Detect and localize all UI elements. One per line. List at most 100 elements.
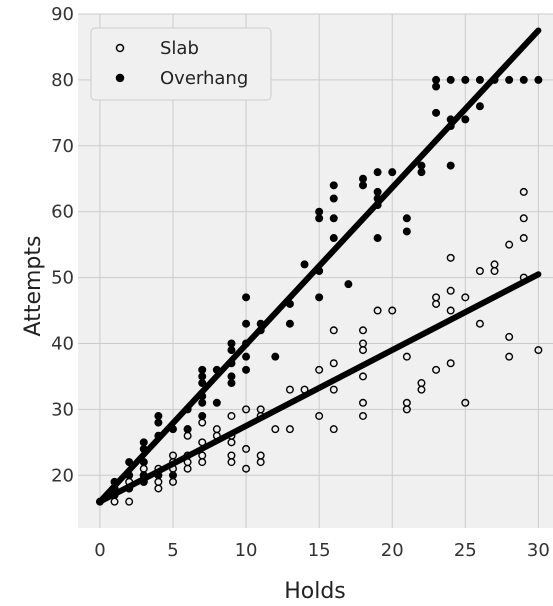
point-overhang (154, 431, 163, 440)
point-slab (359, 372, 368, 381)
point-overhang (110, 477, 119, 486)
legend-label-slab: Slab (160, 38, 199, 59)
y-tick-label: 40 (51, 333, 74, 354)
point-slab (359, 339, 368, 348)
point-overhang (227, 372, 236, 381)
point-overhang (461, 75, 470, 84)
point-overhang (242, 352, 251, 361)
point-overhang (402, 227, 411, 236)
point-slab (446, 306, 455, 315)
point-slab (125, 497, 134, 506)
point-slab (475, 267, 484, 276)
point-slab (446, 286, 455, 295)
point-slab (432, 293, 441, 302)
point-overhang (373, 234, 382, 243)
point-overhang (198, 365, 207, 374)
y-tick-label: 90 (51, 4, 74, 25)
point-overhang (505, 75, 514, 84)
point-slab (446, 253, 455, 262)
point-overhang (110, 484, 119, 493)
y-axis-title: Attempts (21, 236, 46, 337)
point-overhang (139, 458, 148, 467)
point-overhang (417, 161, 426, 170)
point-overhang (300, 260, 309, 269)
point-overhang (198, 398, 207, 407)
point-overhang (359, 181, 368, 190)
point-overhang (242, 319, 251, 328)
legend-label-overhang: Overhang (160, 68, 248, 89)
point-overhang (168, 471, 177, 480)
point-slab (256, 451, 265, 460)
point-slab (475, 319, 484, 328)
point-slab (329, 359, 338, 368)
point-slab (242, 464, 251, 473)
point-overhang (125, 484, 134, 493)
legend-marker-overhang (115, 73, 125, 83)
x-tick-label: 15 (308, 540, 331, 561)
legend: Slab Overhang (90, 27, 272, 101)
point-overhang (329, 194, 338, 203)
point-overhang (198, 372, 207, 381)
point-overhang (446, 115, 455, 124)
y-tick-label: 80 (51, 70, 74, 91)
point-overhang (242, 339, 251, 348)
point-overhang (475, 75, 484, 84)
x-tick-label: 20 (381, 540, 404, 561)
point-slab (373, 306, 382, 315)
tick-labels: 0 5 10 15 20 25 30 20 30 40 50 60 70 80 90 (51, 4, 550, 561)
point-slab (212, 425, 221, 434)
point-slab (227, 431, 236, 440)
point-slab (329, 425, 338, 434)
point-slab (402, 352, 411, 361)
point-slab (329, 326, 338, 335)
x-tick-label: 10 (235, 540, 258, 561)
point-slab (505, 240, 514, 249)
point-overhang (534, 75, 543, 84)
point-overhang (271, 352, 280, 361)
point-overhang (256, 326, 265, 335)
point-slab (256, 405, 265, 414)
y-tick-label: 30 (51, 399, 74, 420)
point-overhang (446, 122, 455, 131)
point-overhang (183, 405, 192, 414)
point-overhang (256, 319, 265, 328)
point-overhang (110, 491, 119, 500)
point-overhang (432, 108, 441, 117)
point-slab (417, 379, 426, 388)
point-slab (359, 411, 368, 420)
x-axis-title: Holds (284, 579, 346, 604)
data-points (95, 75, 543, 506)
point-overhang (227, 339, 236, 348)
point-overhang (198, 379, 207, 388)
x-tick-label: 30 (527, 540, 550, 561)
point-slab (329, 385, 338, 394)
point-overhang (329, 214, 338, 223)
point-overhang (212, 398, 221, 407)
point-overhang (446, 75, 455, 84)
point-overhang (285, 299, 294, 308)
point-slab (315, 411, 324, 420)
point-slab (446, 359, 455, 368)
x-tick-label: 0 (94, 540, 105, 561)
point-slab (461, 398, 470, 407)
point-slab (505, 332, 514, 341)
point-overhang (139, 438, 148, 447)
point-slab (227, 451, 236, 460)
point-overhang (402, 214, 411, 223)
fit-line-slab (96, 271, 542, 505)
point-slab (198, 451, 207, 460)
point-slab (242, 405, 251, 414)
point-slab (227, 411, 236, 420)
point-overhang (212, 365, 221, 374)
point-overhang (315, 293, 324, 302)
point-overhang (373, 187, 382, 196)
point-overhang (432, 75, 441, 84)
point-overhang (139, 444, 148, 453)
y-tick-label: 60 (51, 202, 74, 223)
point-overhang (315, 207, 324, 216)
legend-marker-slab (115, 43, 125, 53)
point-overhang (154, 471, 163, 480)
point-overhang (388, 168, 397, 177)
point-overhang (242, 365, 251, 374)
point-overhang (432, 82, 441, 91)
